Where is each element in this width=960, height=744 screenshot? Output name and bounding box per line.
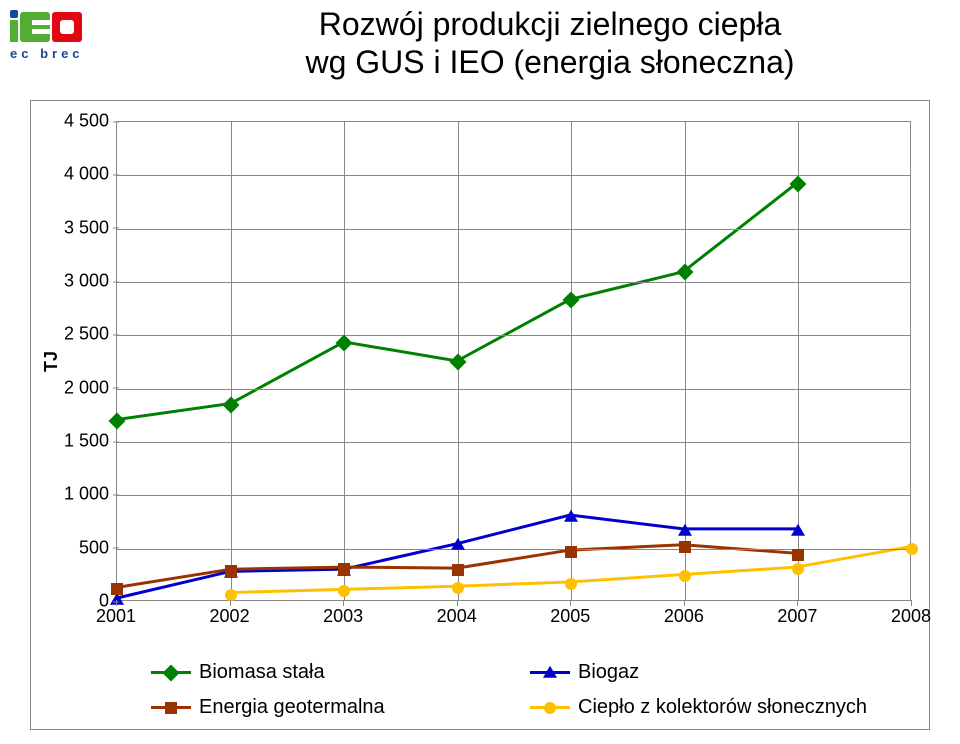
data-point-geotermalna [111,583,123,595]
legend-label: Biogaz [578,661,639,684]
legend-label: Ciepło z kolektorów słonecznych [578,696,867,719]
gridline-h [117,282,910,283]
data-point-biogaz [791,523,805,535]
legend: Biomasa stała Biogaz Energia geotermalna Ci… [151,661,869,719]
gridline-h [117,389,910,390]
data-point-kolektory [679,570,691,582]
gridline-v [231,122,232,600]
y-tick-label: 500 [49,537,109,558]
y-tick-label: 4 500 [49,111,109,132]
data-point-kolektory [565,578,577,590]
y-tick-label: 1 500 [49,431,109,452]
gridline-h [117,335,910,336]
x-tick-label: 2006 [654,606,714,627]
legend-swatch-line [151,706,191,709]
data-point-kolektory [225,589,237,601]
legend-marker-icon [543,665,557,677]
x-tick-label: 2003 [313,606,373,627]
chart-container: TJ Biomasa stała Biogaz Energia geotermaln… [30,100,930,730]
legend-marker-icon [544,702,556,714]
data-point-geotermalna [338,563,350,575]
x-tick-label: 2004 [427,606,487,627]
gridline-v [344,122,345,600]
data-point-biogaz [678,523,692,535]
logo-subtext: ec brec [10,46,130,61]
chart-title: Rozwój produkcji zielnego ciepła wg GUS … [160,5,940,82]
legend-item-biogaz: Biogaz [530,661,869,684]
data-point-geotermalna [792,549,804,561]
legend-swatch-line [530,706,570,709]
legend-marker-icon [165,702,177,714]
gridline-h [117,442,910,443]
data-point-geotermalna [679,541,691,553]
y-tick-label: 3 500 [49,217,109,238]
y-tick-label: 2 000 [49,377,109,398]
gridline-h [117,175,910,176]
plot-area [116,121,911,601]
legend-marker-icon [163,664,180,681]
title-line-2: wg GUS i IEO (energia słoneczna) [305,44,794,80]
y-axis-label: TJ [41,351,62,372]
x-tick-label: 2008 [881,606,941,627]
legend-item-geotermalna: Energia geotermalna [151,696,490,719]
logo: ec brec [10,10,130,61]
x-tick-label: 2001 [86,606,146,627]
data-point-kolektory [792,563,804,575]
data-point-geotermalna [565,546,577,558]
data-point-biogaz [451,538,465,550]
legend-swatch-line [530,671,570,674]
data-point-biogaz [564,509,578,521]
data-point-geotermalna [225,565,237,577]
data-point-kolektory [906,543,918,555]
title-line-1: Rozwój produkcji zielnego ciepła [319,6,781,42]
legend-item-kolektory: Ciepło z kolektorów słonecznych [530,696,869,719]
gridline-h [117,495,910,496]
y-tick-label: 3 000 [49,271,109,292]
x-tick-label: 2002 [200,606,260,627]
gridline-v [571,122,572,600]
legend-label: Energia geotermalna [199,696,385,719]
gridline-h [117,229,910,230]
legend-item-biomasa: Biomasa stała [151,661,490,684]
gridline-h [117,549,910,550]
x-tick-label: 2007 [767,606,827,627]
y-tick-label: 1 000 [49,484,109,505]
legend-label: Biomasa stała [199,661,325,684]
y-tick-label: 4 000 [49,164,109,185]
x-tick-label: 2005 [540,606,600,627]
data-point-geotermalna [452,564,464,576]
y-tick-label: 2 500 [49,324,109,345]
data-point-kolektory [338,585,350,597]
legend-swatch-line [151,671,191,674]
data-point-kolektory [452,582,464,594]
